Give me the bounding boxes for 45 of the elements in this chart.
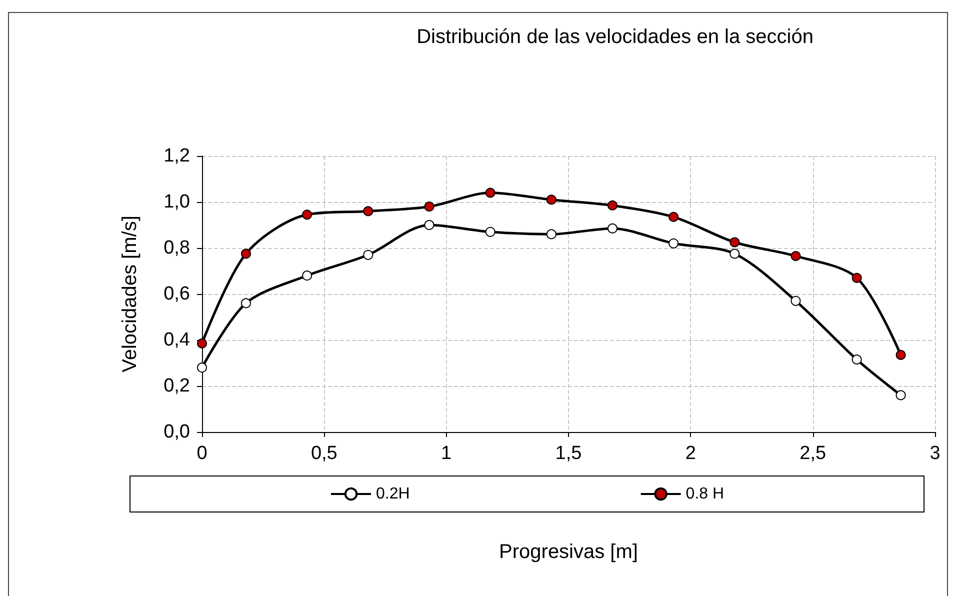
point bbox=[302, 270, 312, 281]
point bbox=[197, 338, 207, 348]
point bbox=[790, 296, 801, 306]
y-tick-label: 0,8 bbox=[164, 238, 190, 258]
point bbox=[790, 251, 801, 262]
point bbox=[896, 350, 906, 360]
point bbox=[668, 238, 679, 248]
y-tick-label: 0,2 bbox=[164, 376, 190, 396]
point bbox=[485, 188, 496, 198]
point bbox=[240, 298, 251, 308]
point bbox=[668, 212, 679, 222]
point bbox=[607, 223, 618, 234]
point bbox=[424, 202, 434, 212]
x-axis-title: Progresivas [m] bbox=[499, 541, 638, 563]
x-tick-label: 2,5 bbox=[800, 443, 826, 464]
point bbox=[546, 229, 556, 240]
chart-title: Distribución de las velocidades en la sección bbox=[416, 26, 814, 48]
point bbox=[730, 248, 740, 259]
x-tick-label: 1 bbox=[441, 443, 452, 464]
y-tick-label: 0,6 bbox=[164, 284, 190, 304]
point bbox=[730, 237, 740, 248]
point bbox=[197, 362, 207, 373]
y-tick-label: 0,4 bbox=[164, 330, 190, 350]
y-tick-label: 1,0 bbox=[164, 192, 190, 212]
x-tick-label: 1,5 bbox=[555, 443, 582, 464]
x-tick-label: 3 bbox=[930, 443, 940, 464]
point bbox=[485, 226, 496, 237]
point bbox=[852, 272, 862, 283]
point bbox=[852, 354, 862, 365]
point bbox=[896, 390, 906, 400]
point bbox=[363, 206, 374, 216]
point bbox=[424, 220, 434, 230]
y-tick-label: 1,2 bbox=[164, 146, 190, 166]
point bbox=[363, 250, 374, 260]
point bbox=[302, 210, 312, 220]
point bbox=[546, 194, 556, 205]
point bbox=[607, 200, 618, 210]
x-tick-label: 0,5 bbox=[310, 443, 338, 464]
x-tick-label: 2 bbox=[685, 443, 696, 464]
x-tick-label: 0 bbox=[196, 443, 208, 464]
legend-label: 0.2H bbox=[376, 486, 410, 502]
legend-label: 0.8 H bbox=[686, 486, 724, 502]
y-tick-label: 0,0 bbox=[164, 422, 190, 442]
point bbox=[240, 248, 251, 259]
y-axis-title: Velocidades [m/s] bbox=[119, 216, 141, 372]
